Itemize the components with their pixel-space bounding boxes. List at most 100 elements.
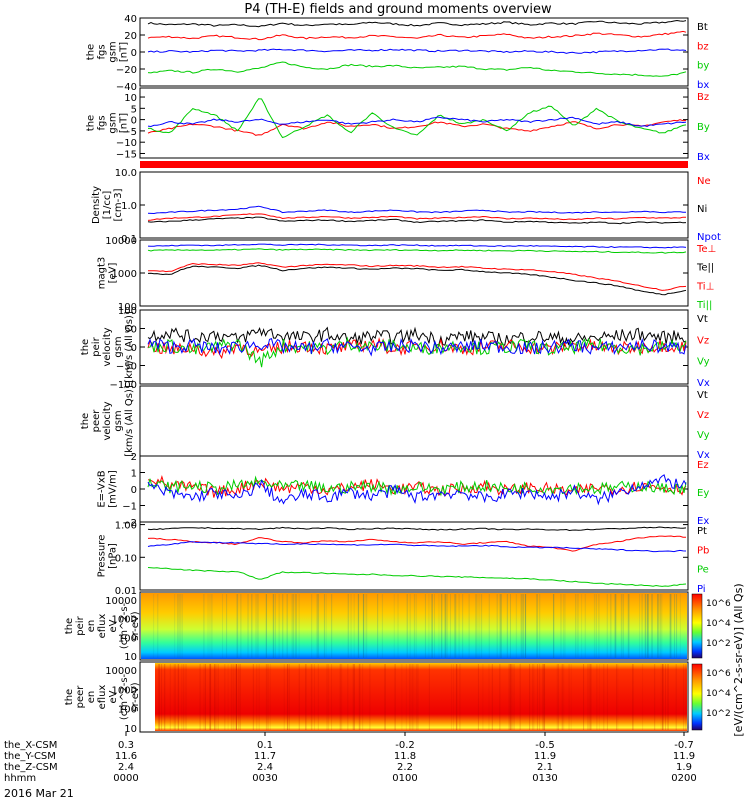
ephemeris-label: the_Y-CSM (4, 751, 56, 762)
series-line-Bx (147, 116, 687, 128)
y-axis-label: [eV] (108, 263, 119, 284)
legend-entry: Bt (697, 22, 708, 33)
time-axis-value: 2.4 (118, 762, 134, 773)
y-tick-label: 1.0 (121, 201, 137, 212)
y-axis-label: gsm (113, 336, 124, 357)
series-line-By (148, 98, 687, 139)
y-axis-label: [nPa] (108, 543, 119, 569)
y-tick-label: −5 (122, 127, 137, 138)
y-tick-label: 0.10 (115, 553, 137, 564)
panel-7: 2 1 0 −1 −2 E=-VxB [mV/m] Ez Ey Ex (97, 452, 710, 529)
y-tick-label: 1.00 (115, 521, 137, 532)
legend-entry: bz (697, 41, 709, 52)
y-tick-label: 100 (118, 302, 137, 313)
legend-entry: Pb (697, 545, 709, 556)
y-axis-label: sr-eV) (130, 611, 141, 640)
y-tick-label: −20 (116, 65, 137, 76)
y-tick-label: 10000 (105, 596, 137, 607)
y-axis-label: the (86, 44, 97, 60)
ephemeris-label: the_Z-CSM (4, 762, 58, 773)
y-axis-label: magt3 (97, 257, 108, 290)
colorbar-tick-label: 10^4 (706, 619, 731, 629)
panel-4: 10000 1000 100 magt3 [eV] Te⊥ Te|| Ti⊥ Ti|| (97, 236, 717, 313)
y-tick-label: −1 (122, 502, 137, 513)
legend-entry: Bx (697, 152, 710, 163)
y-axis-label: gsm (108, 112, 119, 133)
ephemeris-label: hhmm (4, 773, 36, 784)
panel-9: 10^6 10^4 10^2 10000 1000 100 10 the peir en eflux… (64, 591, 731, 663)
y-tick-label: −100 (110, 380, 137, 391)
series-line-Ey (147, 475, 687, 497)
y-axis-label: velocity (102, 327, 113, 366)
y-tick-label: −15 (116, 149, 137, 160)
y-axis-label: peer (91, 409, 102, 433)
time-axis-value: 0000 (113, 773, 138, 784)
y-axis-label: gsm (108, 41, 119, 62)
y-axis-label: the (64, 618, 75, 634)
time-axis-value: -0.5 (535, 740, 555, 751)
y-tick-label: −2 (122, 518, 137, 529)
time-axis-value: 0130 (532, 773, 557, 784)
y-axis-label: peer (75, 685, 86, 709)
time-axis: the_X-CSMthe_Y-CSMthe_Z-CSMhhmm0.311.62.… (4, 732, 697, 784)
legend-entry: Pt (697, 526, 707, 537)
time-axis-value: 2.1 (537, 762, 553, 773)
panel-5: 100 50 0 −50 −100 the peir velocity gsm [km/s (Al… (80, 306, 710, 391)
y-axis-label: velocity (102, 401, 113, 440)
series-line-Ex (147, 474, 687, 506)
time-axis-value: 11.9 (673, 751, 695, 762)
y-axis-label: the (64, 689, 75, 705)
legend-entry: Ez (697, 460, 709, 471)
y-axis-label: the (80, 339, 91, 355)
y-tick-label: 10 (124, 93, 137, 104)
legend-entry: Ex (697, 516, 709, 527)
y-axis-label: fgs (97, 44, 108, 59)
legend-entry: Te|| (696, 263, 714, 274)
time-axis-value: 0.1 (257, 740, 273, 751)
y-axis-label: en (86, 620, 97, 633)
series-line-Te (147, 262, 687, 291)
legend-entry: by (697, 61, 709, 72)
y-axis-label: Pressure (97, 535, 108, 578)
time-axis-value: 0100 (392, 773, 417, 784)
y-tick-label: 10000 (105, 666, 137, 677)
y-axis-label: Density (91, 186, 102, 224)
series-line-Ni (147, 216, 687, 225)
series-line-by (147, 61, 687, 77)
legend-entry: Vy (697, 357, 710, 368)
time-axis-value: 0200 (671, 773, 696, 784)
y-axis-label: [mV/m] (108, 470, 119, 508)
legend-entry: Ti|| (696, 300, 712, 311)
legend-entry: Vt (697, 390, 708, 401)
panel-8: 1.00 0.10 0.01 Pressure [nPa] Pt Pb Pe Pi (97, 521, 710, 597)
y-axis-label: (cm^2-s- (119, 673, 130, 720)
time-axis-value: 11.7 (254, 751, 276, 762)
y-tick-label: 5 (131, 104, 137, 115)
y-tick-label: 20 (124, 31, 137, 42)
legend-entry: Ni (697, 204, 707, 215)
series-line-Bz (147, 119, 687, 136)
y-axis-label: [nT] (119, 113, 130, 133)
panel-frame (139, 661, 689, 733)
time-axis-value: -0.2 (395, 740, 415, 751)
y-tick-label: 2 (131, 452, 137, 463)
y-axis-label: the (86, 115, 97, 131)
y-axis-label: [1/cc] (102, 191, 113, 220)
y-axis-label: peir (91, 336, 102, 356)
y-axis-label: [nT] (119, 42, 130, 62)
y-axis-label: eflux (97, 614, 108, 639)
y-tick-label: 1000 (112, 685, 137, 696)
y-tick-label: 100 (118, 633, 137, 644)
legend-entry: Ey (697, 488, 709, 499)
y-tick-label: 50 (124, 325, 137, 336)
legend-entry: Vy (697, 430, 710, 441)
series-line-Pi (147, 541, 687, 553)
y-tick-label: 1 (131, 469, 137, 480)
series-line-Pe (147, 567, 687, 587)
legend-entry: Pe (697, 565, 709, 576)
panel-10: 10^6 10^4 10^2 10000 1000 100 10 the peer en eflux… (64, 661, 731, 735)
time-axis-value: -0.7 (674, 740, 694, 751)
